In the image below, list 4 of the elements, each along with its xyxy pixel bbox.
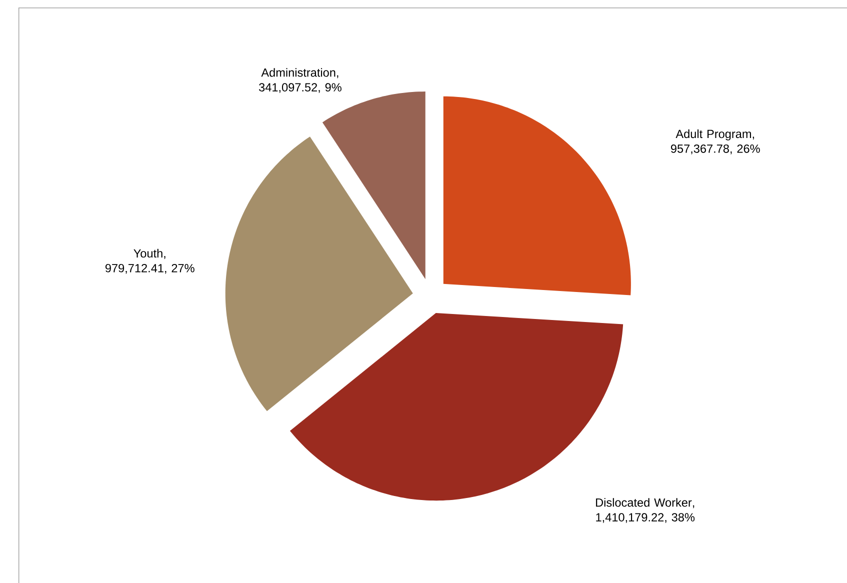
data-label: , 979,712.41, 27% bbox=[105, 256, 194, 274]
slice-label: Administration bbox=[261, 68, 336, 77]
slice-label: Dislocated Worker bbox=[596, 498, 692, 507]
slice-label: Youth bbox=[134, 248, 162, 258]
